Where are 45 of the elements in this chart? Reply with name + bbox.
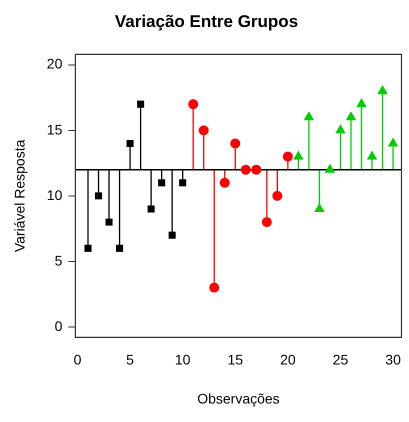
point	[293, 150, 304, 160]
point	[137, 100, 144, 108]
point	[346, 111, 356, 120]
point	[158, 179, 166, 186]
x-axis-title: Observações	[197, 390, 280, 406]
point	[304, 111, 314, 120]
point	[209, 282, 220, 293]
y-tick-label: 10	[46, 186, 63, 203]
x-tick-label: 20	[280, 352, 296, 368]
point	[188, 99, 198, 110]
y-tick-label: 20	[46, 56, 63, 72]
point	[388, 137, 398, 146]
y-tick-label: 15	[46, 121, 63, 138]
point	[94, 192, 102, 200]
point	[272, 190, 282, 201]
x-tick-label: 15	[227, 352, 244, 368]
point	[324, 164, 336, 173]
point	[366, 150, 378, 160]
point	[356, 98, 367, 108]
point	[106, 218, 113, 226]
point	[314, 203, 325, 212]
x-tick-label: 30	[385, 352, 402, 368]
point	[126, 140, 134, 148]
y-tick-label: 0	[54, 318, 63, 334]
point	[116, 244, 124, 252]
x-tick-label: 5	[126, 352, 134, 368]
x-tick-label: 0	[74, 352, 82, 368]
point	[148, 205, 155, 213]
point	[377, 85, 388, 94]
point	[220, 178, 230, 188]
point	[198, 125, 209, 136]
point	[262, 217, 272, 228]
point	[282, 152, 293, 162]
point	[179, 179, 186, 186]
y-axis-title: Variável Resposta	[11, 139, 28, 252]
point	[335, 124, 346, 134]
x-tick-label: 10	[174, 352, 191, 368]
point	[168, 232, 176, 239]
y-tick-label: 5	[54, 252, 63, 268]
point	[240, 164, 251, 175]
chart-title: Variação Entre Grupos	[114, 12, 298, 31]
point	[230, 138, 240, 148]
point	[84, 244, 92, 252]
x-tick-label: 25	[332, 352, 348, 368]
point	[251, 164, 262, 175]
